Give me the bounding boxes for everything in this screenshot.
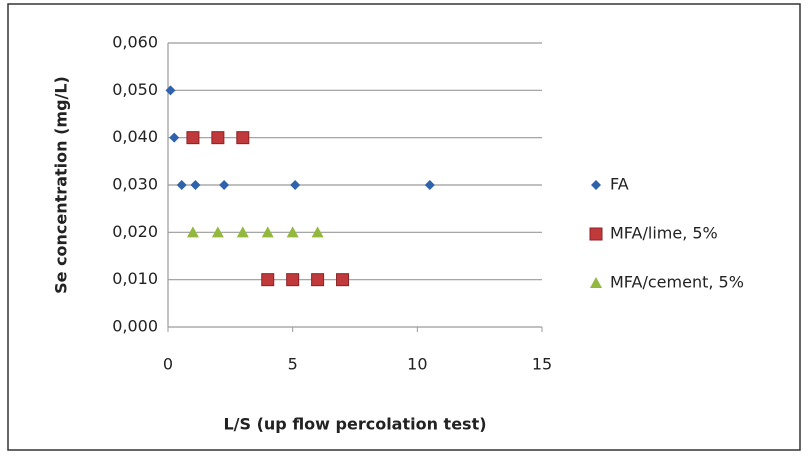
legend-marker bbox=[590, 277, 602, 288]
y-tick-label: 0,000 bbox=[112, 317, 158, 336]
y-tick-label: 0,020 bbox=[112, 222, 158, 241]
y-tick-label: 0,050 bbox=[112, 80, 158, 99]
y-tick-label: 0,030 bbox=[112, 175, 158, 194]
marker bbox=[186, 226, 199, 238]
marker bbox=[219, 180, 230, 190]
y-axis-title: Se concentration (mg/L) bbox=[52, 76, 71, 294]
marker bbox=[424, 180, 435, 190]
marker bbox=[236, 131, 250, 145]
marker bbox=[165, 85, 176, 96]
x-axis-title: L/S (up flow percolation test) bbox=[223, 415, 486, 434]
marker bbox=[261, 273, 275, 287]
marker bbox=[286, 273, 300, 287]
marker bbox=[169, 132, 180, 143]
marker bbox=[311, 226, 324, 238]
legend-label: MFA/cement, 5% bbox=[610, 273, 744, 292]
marker bbox=[286, 226, 299, 238]
x-tick-label: 5 bbox=[288, 355, 298, 374]
legend-label: FA bbox=[610, 175, 629, 194]
chart-frame bbox=[7, 3, 801, 451]
x-tick-label: 15 bbox=[532, 355, 552, 374]
x-tick-label: 10 bbox=[407, 355, 427, 374]
y-tick-label: 0,060 bbox=[112, 33, 158, 52]
legend-marker bbox=[591, 180, 601, 190]
marker bbox=[186, 131, 200, 145]
marker bbox=[211, 131, 225, 145]
legend-label: MFA/lime, 5% bbox=[610, 224, 718, 243]
marker bbox=[311, 273, 325, 287]
marker bbox=[261, 226, 274, 238]
marker bbox=[336, 273, 350, 287]
marker bbox=[176, 180, 187, 190]
legend-marker bbox=[589, 227, 603, 241]
marker bbox=[290, 180, 301, 190]
y-tick-label: 0,010 bbox=[112, 269, 158, 288]
marker bbox=[190, 180, 201, 190]
marker bbox=[211, 226, 224, 238]
x-tick-label: 0 bbox=[163, 355, 173, 374]
y-tick-label: 0,040 bbox=[112, 127, 158, 146]
marker bbox=[236, 226, 249, 238]
